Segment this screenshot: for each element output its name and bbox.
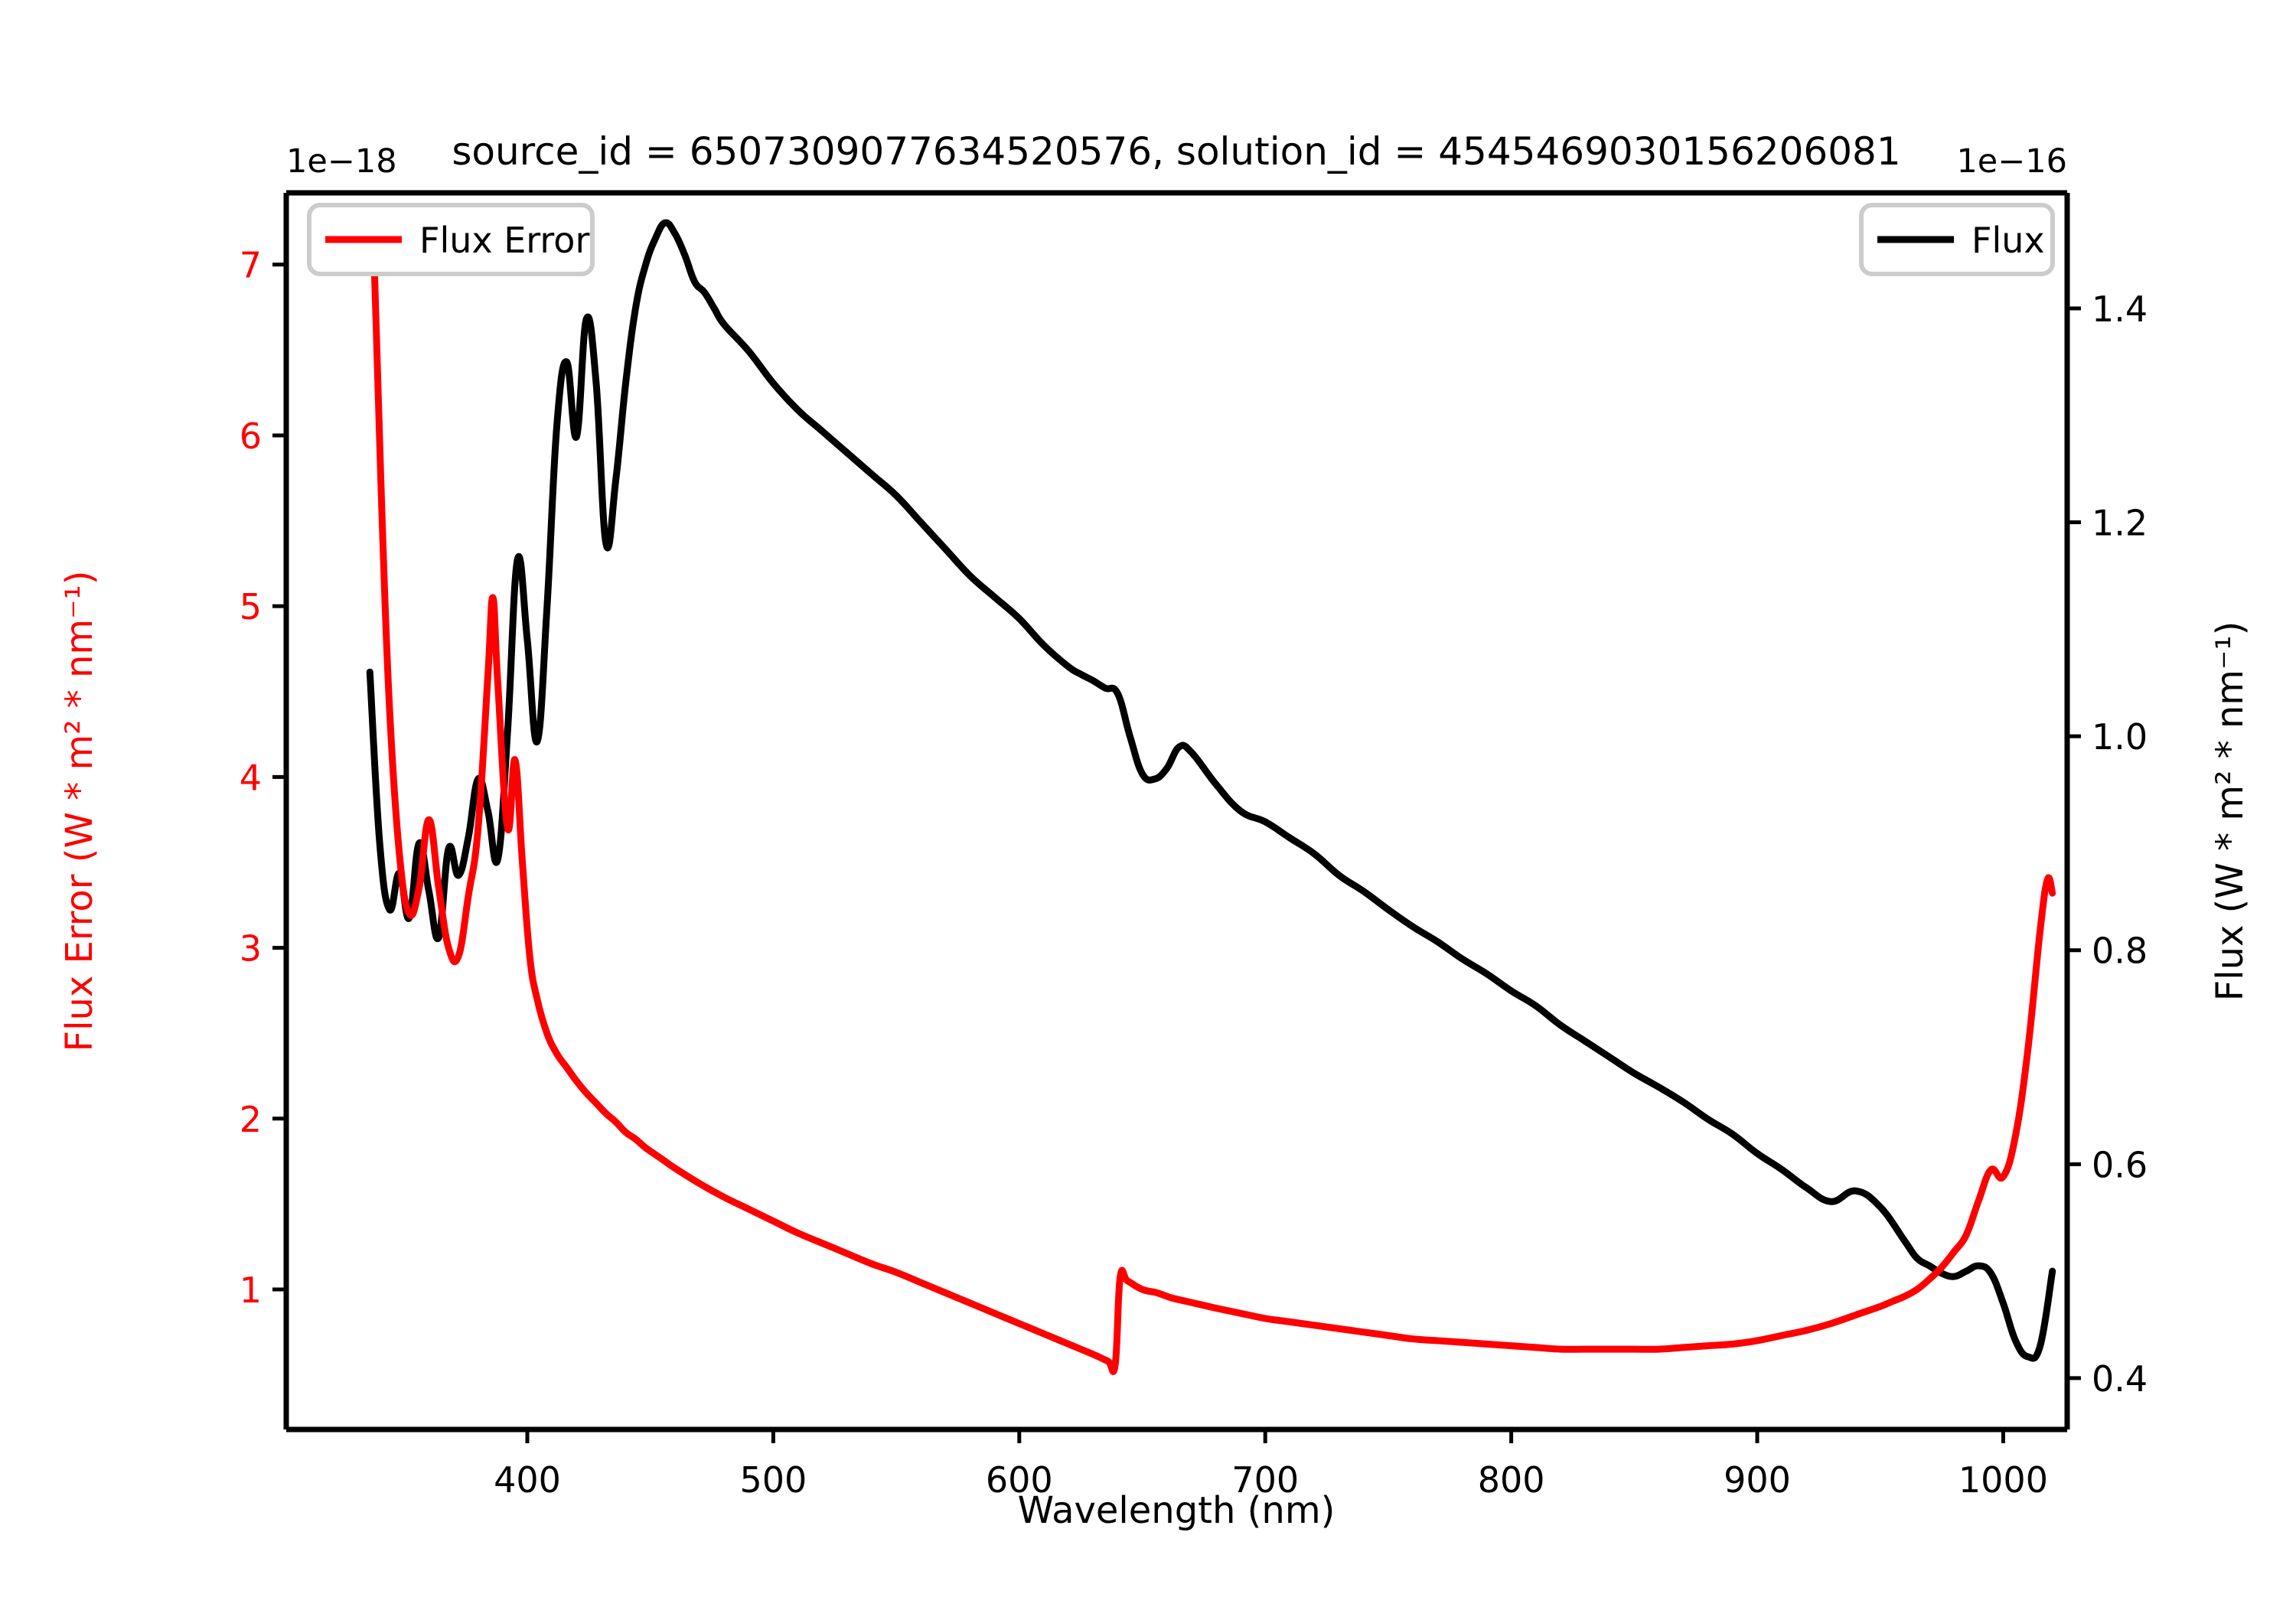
page-title: source_id = 6507309077634520576, solutio…	[452, 129, 1900, 174]
legend-right-label: Flux	[1971, 220, 2045, 261]
legend-flux[interactable]: Flux	[1859, 203, 2055, 276]
y-left-tick-label: 5	[240, 586, 262, 627]
y-left-tick-label: 2	[240, 1099, 262, 1140]
x-tick-label: 400	[494, 1459, 561, 1501]
y-left-tick-label: 4	[240, 757, 262, 798]
y-right-tick-label: 0.4	[2092, 1358, 2148, 1400]
y-left-tick-label: 7	[240, 245, 262, 286]
y-axis-right-label: Flux (W * m² * nm⁻¹)	[2209, 621, 2252, 1002]
right-axis-offset-label: 1e−16	[1956, 142, 2067, 181]
legend-left-label: Flux Error	[419, 220, 589, 261]
y-left-tick-label: 6	[240, 416, 262, 457]
y-right-tick-label: 1.0	[2092, 716, 2148, 758]
y-right-tick-label: 0.6	[2092, 1144, 2148, 1185]
series-line-flux-error	[366, 210, 2056, 1375]
data-series-layer	[366, 210, 2056, 1375]
x-tick-label: 500	[739, 1459, 807, 1501]
y-left-tick-label: 3	[240, 928, 262, 970]
y-axis-left-label: Flux Error (W * m² * nm⁻¹)	[58, 571, 101, 1052]
legend-right-box	[1859, 203, 2055, 276]
legend-flux-error[interactable]: Flux Error	[307, 203, 595, 276]
y-right-tick-label: 1.4	[2092, 288, 2148, 330]
y-right-tick-label: 1.2	[2092, 503, 2148, 544]
left-axis-offset-label: 1e−18	[286, 142, 397, 181]
x-axis-label: Wavelength (nm)	[1018, 1489, 1336, 1532]
y-left-tick-label: 1	[240, 1270, 262, 1311]
x-tick-label: 600	[986, 1459, 1053, 1501]
series-line-flux	[366, 219, 2056, 1362]
axes-spines	[283, 190, 2070, 1433]
x-tick-label: 900	[1724, 1459, 1791, 1501]
axes-background	[286, 193, 2067, 1429]
axis-ticks-layer: 400 500 600 700 800 900 1000 1 2 3 4 5 6 7 0.4 0.6 0.8 1.…	[240, 245, 2148, 1501]
legend-left-box	[307, 203, 595, 276]
x-tick-label: 1000	[1958, 1459, 2048, 1501]
y-right-tick-label: 0.8	[2092, 931, 2148, 972]
x-tick-label: 700	[1231, 1459, 1299, 1501]
x-tick-label: 800	[1478, 1459, 1545, 1501]
